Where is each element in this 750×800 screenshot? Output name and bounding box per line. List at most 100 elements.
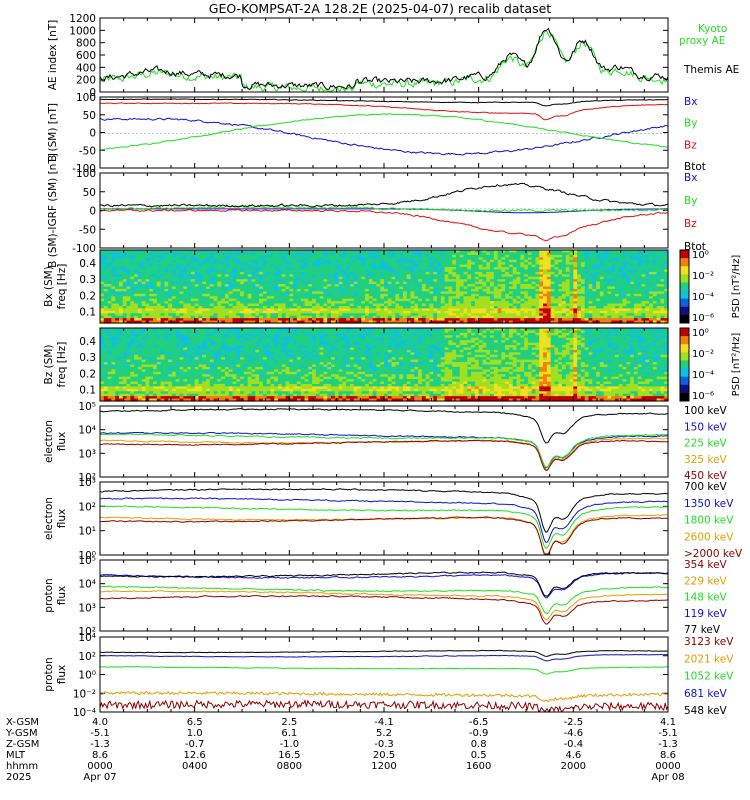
spectrogram-cell bbox=[452, 269, 457, 273]
spectrogram-cell bbox=[380, 286, 385, 290]
spectrogram-cell bbox=[277, 308, 283, 312]
spectrogram-cell bbox=[168, 269, 173, 273]
spectrogram-cell bbox=[130, 279, 135, 283]
spectrogram-cell bbox=[418, 301, 423, 305]
spectrogram-cell bbox=[414, 259, 419, 263]
spectrogram-cell bbox=[266, 271, 271, 275]
spectrogram-cell bbox=[599, 259, 605, 263]
spectrogram-cell bbox=[111, 301, 116, 305]
spectrogram-cell bbox=[194, 298, 200, 302]
spectrogram-cell bbox=[455, 274, 461, 278]
spectrogram-cell bbox=[633, 303, 639, 307]
spectrogram-cell bbox=[262, 320, 268, 324]
spectrogram-cell bbox=[274, 267, 279, 271]
spectrogram-cell bbox=[611, 276, 616, 280]
spectrogram-cell bbox=[232, 308, 237, 312]
spectrogram-cell bbox=[255, 274, 260, 278]
spectrogram-cell bbox=[259, 288, 264, 292]
spectrogram-cell bbox=[535, 250, 540, 254]
spectrogram-cell bbox=[130, 303, 135, 307]
spectrogram-cell bbox=[516, 262, 521, 266]
spectrogram-cell bbox=[194, 259, 200, 263]
spectrogram-cell bbox=[107, 308, 112, 312]
spectrogram-cell bbox=[319, 320, 325, 324]
spectrogram-cell bbox=[660, 271, 665, 275]
y-tick-label: 0.3 bbox=[79, 352, 96, 364]
spectrogram-cell bbox=[508, 284, 514, 288]
spectrogram-cell bbox=[550, 252, 555, 256]
spectrogram-cell bbox=[202, 252, 207, 256]
spectrogram-cell bbox=[505, 328, 510, 332]
spectrogram-cell bbox=[554, 276, 559, 280]
spectrogram-cell bbox=[217, 274, 222, 278]
spectrogram-cell bbox=[524, 305, 529, 309]
spectrogram-cell bbox=[569, 320, 574, 324]
spectrogram-cell bbox=[293, 310, 298, 314]
spectrogram-cell bbox=[512, 279, 518, 283]
spectrogram-cell bbox=[130, 284, 135, 288]
spectrogram-cell bbox=[490, 269, 495, 273]
series-line-themis-ae bbox=[99, 27, 669, 91]
spectrogram-cell bbox=[262, 310, 268, 314]
spectrogram-cell bbox=[361, 293, 366, 297]
spectrogram-cell bbox=[399, 298, 404, 302]
spectrogram-cell bbox=[334, 308, 340, 312]
spectrogram-cell bbox=[437, 298, 442, 302]
spectrogram-cell bbox=[599, 310, 605, 314]
spectrogram-cell bbox=[664, 310, 669, 314]
spectrogram-cell bbox=[429, 252, 434, 256]
spectrogram-cell bbox=[251, 274, 256, 278]
spectrogram-cell bbox=[399, 262, 404, 266]
spectrogram-cell bbox=[448, 301, 453, 305]
spectrogram-cell bbox=[164, 284, 169, 288]
spectrogram-cell bbox=[190, 257, 196, 261]
spectrogram-cell bbox=[262, 296, 268, 300]
spectrogram-cell bbox=[482, 308, 487, 312]
spectrogram-cell bbox=[376, 271, 381, 275]
spectrogram-cell bbox=[228, 313, 234, 317]
spectrogram-cell bbox=[387, 264, 393, 268]
spectrogram-cell bbox=[130, 252, 135, 256]
spectrogram-cell bbox=[573, 315, 578, 319]
spectrogram-cell bbox=[527, 269, 533, 273]
spectrogram-cell bbox=[539, 274, 544, 278]
spectrogram-cell bbox=[641, 310, 646, 314]
spectrogram-cell bbox=[550, 301, 555, 305]
spectrogram-cell bbox=[202, 328, 207, 332]
spectrogram-cell bbox=[482, 303, 487, 307]
spectrogram-cell bbox=[433, 274, 438, 278]
spectrogram-cell bbox=[524, 267, 529, 271]
spectrogram-cell bbox=[134, 250, 139, 254]
spectrogram-cell bbox=[614, 308, 620, 312]
spectrogram-cell bbox=[493, 298, 499, 302]
spectrogram-cell bbox=[349, 318, 355, 322]
spectrogram-cell bbox=[365, 293, 370, 297]
spectrogram-cell bbox=[399, 328, 404, 332]
spectrogram-cell bbox=[103, 269, 109, 273]
spectrogram-cell bbox=[338, 298, 343, 302]
spectrogram-cell bbox=[213, 279, 218, 283]
spectrogram-cell bbox=[118, 250, 124, 254]
spectrogram-cell bbox=[304, 267, 309, 271]
spectrogram-cell bbox=[645, 288, 650, 292]
spectrogram-cell bbox=[240, 308, 245, 312]
spectrogram-cell bbox=[168, 303, 173, 307]
spectrogram-cell bbox=[516, 320, 521, 324]
spectrogram-cell bbox=[588, 254, 593, 258]
spectrogram-cell bbox=[255, 328, 260, 332]
spectrogram-cell bbox=[338, 318, 343, 322]
y-tick-label: -100 bbox=[72, 243, 96, 255]
spectrogram-cell bbox=[240, 276, 245, 280]
spectrogram-cell bbox=[202, 310, 207, 314]
spectrogram-cell bbox=[471, 328, 476, 332]
spectrogram-cell bbox=[289, 279, 294, 283]
spectrogram-cell bbox=[546, 259, 552, 263]
spectrogram-cell bbox=[569, 279, 574, 283]
spectrogram-cell bbox=[304, 308, 309, 312]
spectrogram-cell bbox=[243, 303, 249, 307]
spectrogram-cell bbox=[592, 328, 597, 332]
spectrogram-cell bbox=[122, 279, 128, 283]
spectrogram-cell bbox=[259, 293, 264, 297]
spectrogram-cell bbox=[395, 274, 400, 278]
